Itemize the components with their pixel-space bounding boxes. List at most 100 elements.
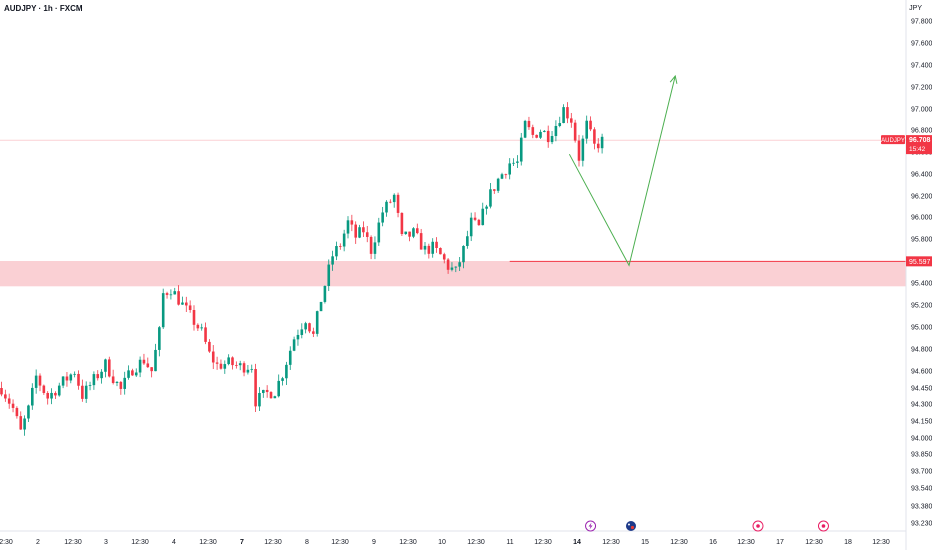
candle xyxy=(600,133,604,154)
time-tick-label: 16 xyxy=(709,539,717,546)
price-axis[interactable]: 97.80097.60097.40097.20097.00096.80096.6… xyxy=(911,19,932,528)
candle xyxy=(350,214,354,232)
time-tick-label: 12:30 xyxy=(131,539,149,546)
candle xyxy=(466,230,469,249)
candle xyxy=(277,374,280,398)
economic-event-flag-icon[interactable] xyxy=(625,521,636,531)
candle xyxy=(392,193,396,208)
candle xyxy=(385,200,388,217)
candle xyxy=(196,323,200,332)
bar-countdown: 15:42 xyxy=(909,146,926,153)
time-tick-label: 12:30 xyxy=(199,539,217,546)
candle xyxy=(150,367,153,378)
price-tick-label: 96.400 xyxy=(911,172,932,179)
candle xyxy=(404,231,408,235)
price-tick-label: 95.200 xyxy=(911,303,932,310)
event-dot-icon[interactable] xyxy=(752,520,764,532)
price-tick-label: 93.230 xyxy=(911,521,932,528)
candle xyxy=(454,266,458,273)
candle xyxy=(473,212,477,222)
price-tick-label: 94.000 xyxy=(911,436,932,443)
candle xyxy=(200,323,203,331)
event-markers xyxy=(585,520,829,532)
candle xyxy=(519,132,523,166)
support-price-value: 95.597 xyxy=(909,259,931,266)
price-tick-label: 96.000 xyxy=(911,215,932,222)
candle xyxy=(265,385,269,398)
candle xyxy=(539,129,542,140)
time-tick-label: 12:30 xyxy=(737,539,755,546)
candle xyxy=(185,296,188,312)
lightning-event-icon[interactable] xyxy=(585,520,597,532)
candle xyxy=(354,221,357,244)
candle xyxy=(346,216,350,239)
candle xyxy=(362,221,365,237)
candle xyxy=(450,262,454,272)
candle xyxy=(446,258,450,274)
candle xyxy=(339,243,342,250)
candle xyxy=(315,310,319,337)
candle xyxy=(242,361,246,377)
arrow-head xyxy=(669,74,678,84)
price-tick-label: 95.800 xyxy=(911,237,932,244)
candle xyxy=(61,376,65,389)
time-tick-label: 7 xyxy=(240,539,244,546)
candle xyxy=(427,243,431,259)
time-tick-label: 12:30 xyxy=(602,539,620,546)
price-tick-label: 94.150 xyxy=(911,419,932,426)
candle xyxy=(327,259,331,292)
candle xyxy=(127,365,130,380)
candle xyxy=(308,322,311,334)
time-tick-label: 3 xyxy=(104,539,108,546)
candle xyxy=(0,381,3,397)
candle xyxy=(92,371,96,390)
candle xyxy=(235,361,238,369)
candle xyxy=(131,368,134,376)
event-dot-icon[interactable] xyxy=(817,520,829,532)
candle xyxy=(423,241,427,255)
price-tick-label: 93.700 xyxy=(911,469,932,476)
candle xyxy=(535,134,538,139)
price-tick-label: 94.600 xyxy=(911,369,932,376)
candle xyxy=(158,325,161,357)
time-axis[interactable]: 2:30 2 12:30 3 12:30 4 12:30 7 12:30 8 12:30 9 12:30… xyxy=(0,539,890,546)
time-tick-label: 17 xyxy=(776,539,784,546)
candle xyxy=(496,177,500,193)
price-labels: AUDJPY 96.708 15:42 95.597 xyxy=(881,135,932,267)
last-price-badge: 96.708 15:42 xyxy=(906,135,932,155)
candle xyxy=(34,369,38,394)
candle xyxy=(558,116,562,128)
candle xyxy=(227,354,230,366)
candle xyxy=(250,364,254,373)
time-tick-label: 12:30 xyxy=(670,539,688,546)
candle xyxy=(285,361,288,386)
candle xyxy=(342,229,346,252)
candle xyxy=(531,124,535,139)
candle xyxy=(570,112,573,128)
candle xyxy=(31,383,34,410)
time-tick-label: 12:30 xyxy=(534,539,552,546)
symbol-title[interactable]: AUDJPY · 1h · FXCM xyxy=(4,4,83,13)
candle xyxy=(161,288,165,329)
candle xyxy=(292,336,296,352)
price-tick-label: 93.850 xyxy=(911,452,932,459)
time-tick-label: 2 xyxy=(36,539,40,546)
price-tick-label: 97.400 xyxy=(911,63,932,70)
candle xyxy=(50,388,53,405)
currency-label: JPY xyxy=(909,5,922,12)
last-price-symbol-badge: AUDJPY xyxy=(881,135,905,145)
last-price-value: 96.708 xyxy=(909,137,931,144)
candle xyxy=(258,387,261,412)
projection-path xyxy=(568,75,676,267)
candle xyxy=(442,252,446,264)
candle xyxy=(419,228,423,250)
time-tick-label: 18 xyxy=(844,539,852,546)
candle xyxy=(477,218,481,226)
support-zone xyxy=(0,261,906,287)
time-tick-label: 12:30 xyxy=(64,539,82,546)
candle xyxy=(65,371,69,387)
candle xyxy=(115,380,119,387)
price-tick-label: 94.300 xyxy=(911,402,932,409)
candle xyxy=(215,356,219,370)
